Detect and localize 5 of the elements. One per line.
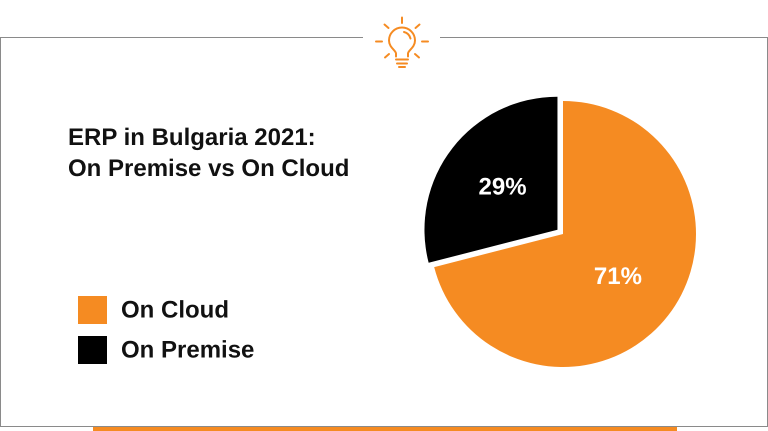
legend-label: On Premise <box>121 336 254 364</box>
text: ERP in Bulgaria 2021: On Premise vs On Cloud <box>68 124 350 182</box>
data-label: 29% <box>478 174 527 201</box>
data-label: 71% <box>594 263 642 290</box>
legend-label: On Cloud <box>121 296 229 324</box>
